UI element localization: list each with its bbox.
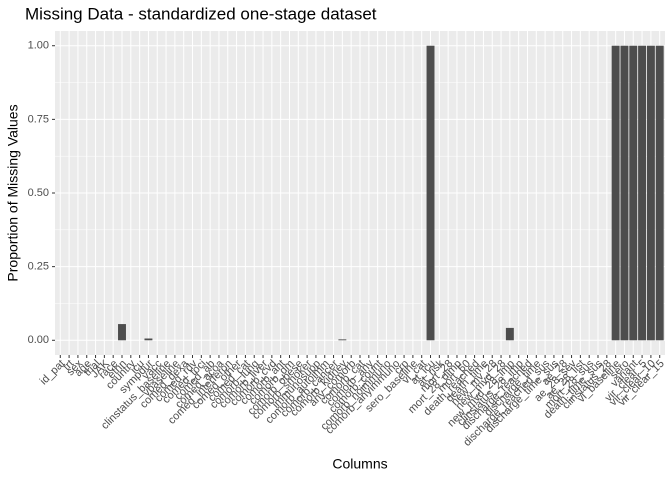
bar — [655, 45, 664, 341]
bar — [646, 45, 655, 341]
y-tick-label: 1.00 — [28, 40, 49, 52]
y-axis-title: Proportion of Missing Values — [5, 104, 21, 281]
y-tick-label: 0.00 — [28, 334, 49, 346]
bar — [638, 45, 647, 341]
bar — [338, 339, 347, 341]
y-tick-label: 0.75 — [28, 113, 49, 125]
bar — [505, 327, 514, 341]
bar — [118, 324, 126, 341]
bar — [620, 45, 629, 341]
bar — [611, 45, 620, 341]
x-axis-title: Columns — [332, 456, 387, 472]
bar — [426, 45, 435, 341]
bar — [629, 45, 638, 341]
y-tick-label: 0.50 — [28, 187, 49, 199]
y-tick-label: 0.25 — [28, 261, 49, 273]
chart-title: Missing Data - standardized one-stage da… — [25, 4, 377, 23]
bar — [144, 338, 153, 341]
